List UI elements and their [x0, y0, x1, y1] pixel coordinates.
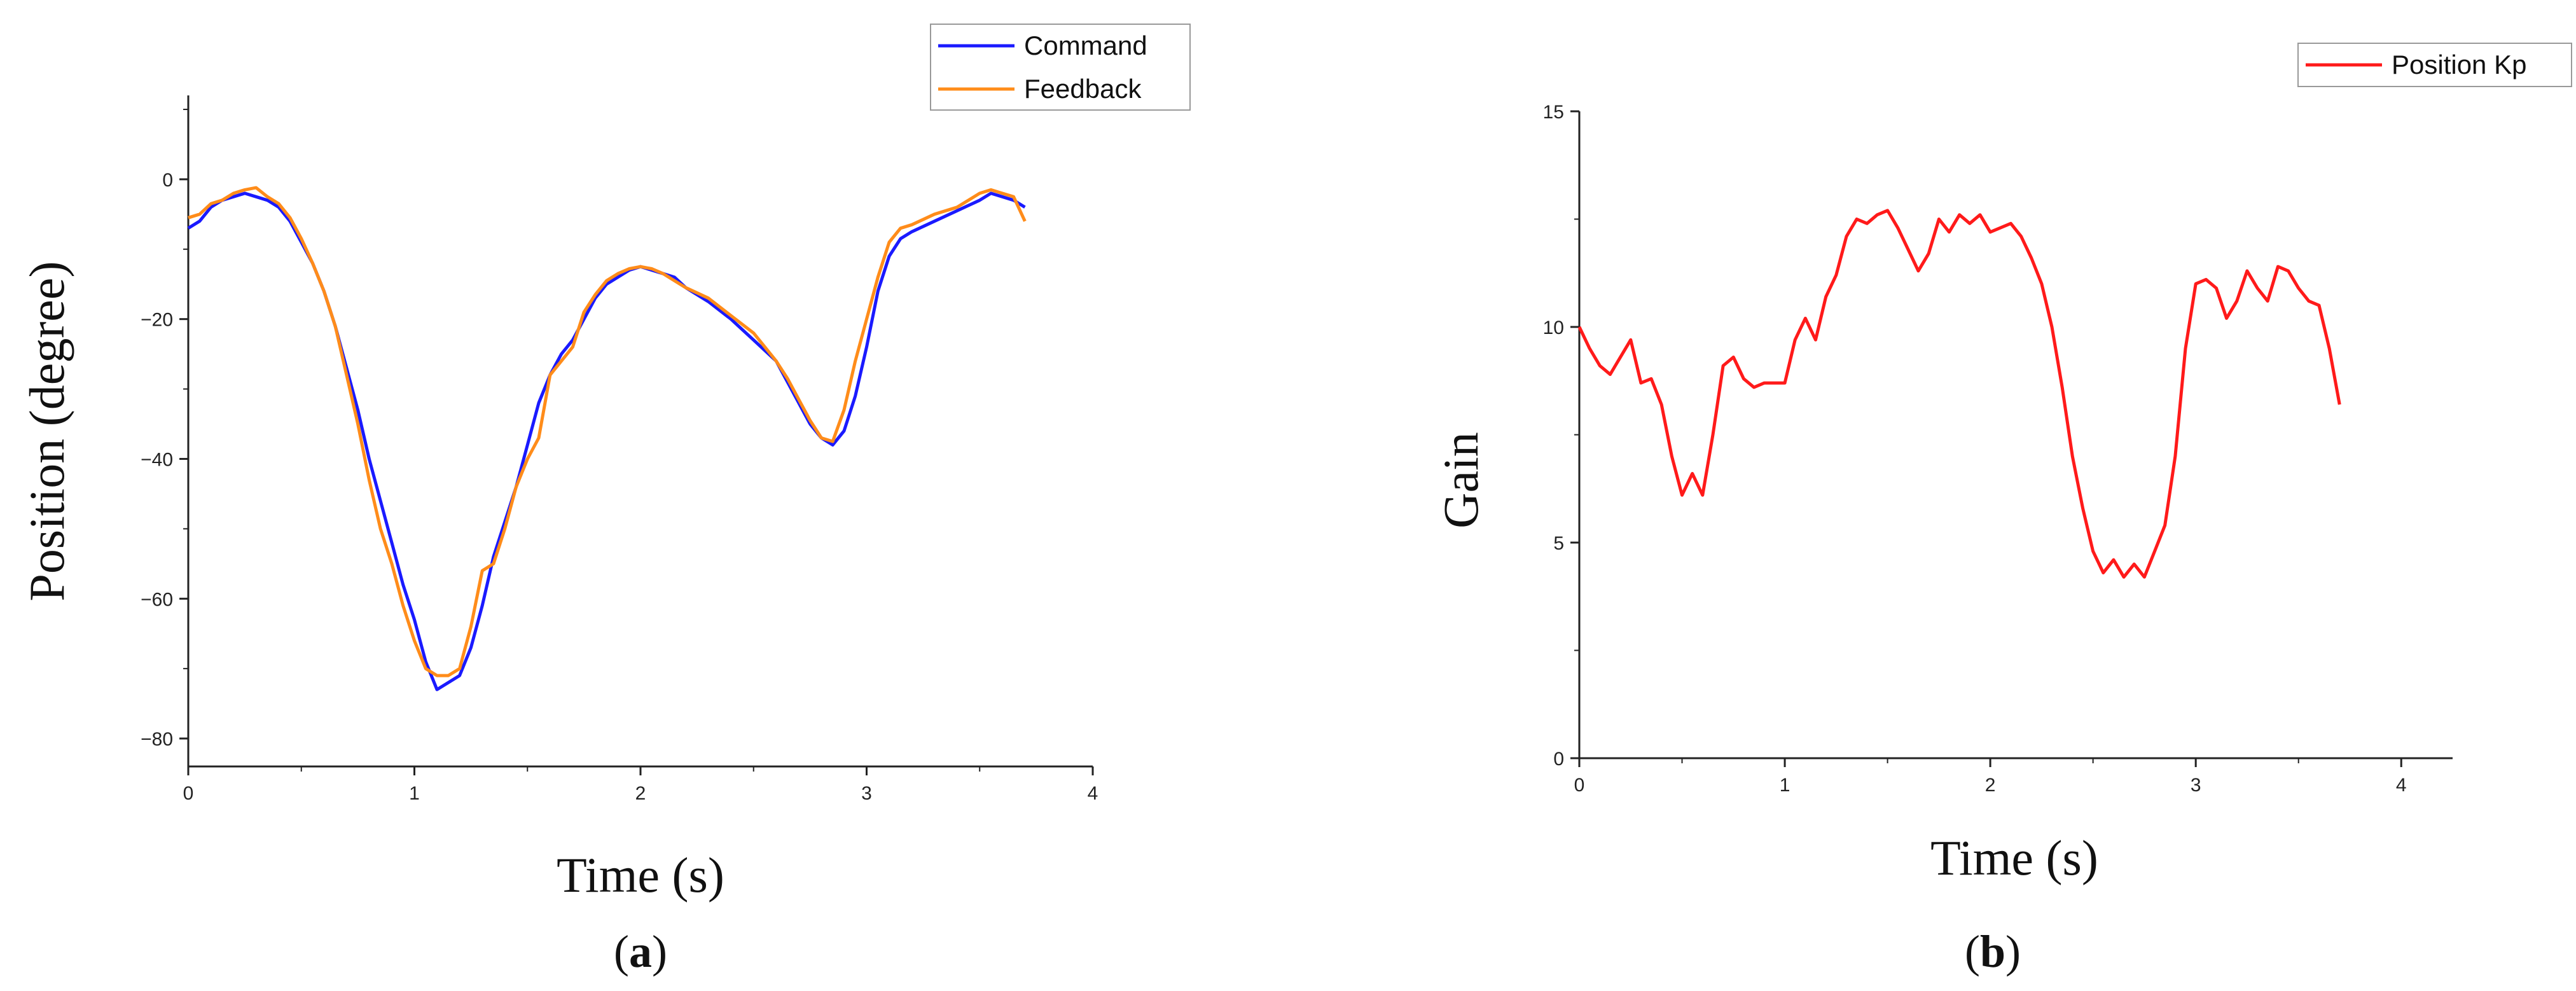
chart-a-x-axis-title: Time (s) — [557, 847, 724, 903]
chart-a-y-tick-label: −80 — [141, 729, 173, 750]
chart-a-x-tick-label: 0 — [183, 783, 194, 804]
chart-a-x-tick-label: 4 — [1088, 783, 1098, 804]
chart-a-panel-letter: a — [629, 926, 652, 977]
chart-a-x-tick-label: 1 — [409, 783, 420, 804]
chart-a: 0 1 2 3 4 0 −20 −40 −60 −80 Time (s) Position (de… — [19, 24, 1191, 977]
chart-b-legend-label-position-kp: Position Kp — [2392, 50, 2526, 80]
chart-b: 0 1 2 3 4 0 5 10 15 Time (s) Gain Position Kp (b… — [1433, 43, 2572, 977]
chart-a-legend-label-feedback: Feedback — [1024, 74, 1142, 104]
chart-a-y-tick-label: −20 — [141, 310, 173, 331]
chart-b-series-position-kp — [1577, 209, 2341, 579]
chart-a-x-tick-label: 3 — [861, 783, 872, 804]
chart-b-panel-letter: b — [1980, 926, 2005, 977]
chart-a-legend-label-command: Command — [1024, 31, 1147, 60]
chart-a-panel-label: (a) — [614, 926, 667, 977]
chart-b-x-tick-label: 2 — [1985, 775, 1996, 796]
chart-a-y-tick-label: 0 — [162, 170, 173, 191]
chart-b-panel-label: (b) — [1965, 926, 2021, 977]
chart-b-y-tick-label: 5 — [1553, 533, 1564, 554]
chart-b-x-tick-label: 3 — [2191, 775, 2201, 796]
chart-a-y-axis-title: Position (degree) — [19, 261, 74, 601]
chart-a-y-tick-label: −40 — [141, 449, 173, 470]
chart-b-x-tick-label: 4 — [2396, 775, 2407, 796]
chart-b-x-tick-label: 1 — [1780, 775, 1790, 796]
chart-b-y-tick-label: 0 — [1553, 749, 1564, 770]
chart-a-series-feedback — [188, 186, 1027, 677]
chart-a-legend-box — [930, 24, 1191, 111]
chart-b-x-axis-title: Time (s) — [1930, 830, 2098, 885]
chart-b-y-tick-label: 10 — [1543, 317, 1564, 338]
chart-a-x-tick-label: 2 — [635, 783, 646, 804]
chart-b-x-tick-label: 0 — [1574, 775, 1585, 796]
chart-a-legend: Command Feedback — [930, 24, 1191, 111]
chart-a-y-tick-label: −60 — [141, 589, 173, 610]
chart-b-y-tick-label: 15 — [1543, 102, 1564, 123]
chart-b-y-axis-title: Gain — [1433, 432, 1488, 529]
chart-b-legend: Position Kp — [2297, 43, 2572, 87]
